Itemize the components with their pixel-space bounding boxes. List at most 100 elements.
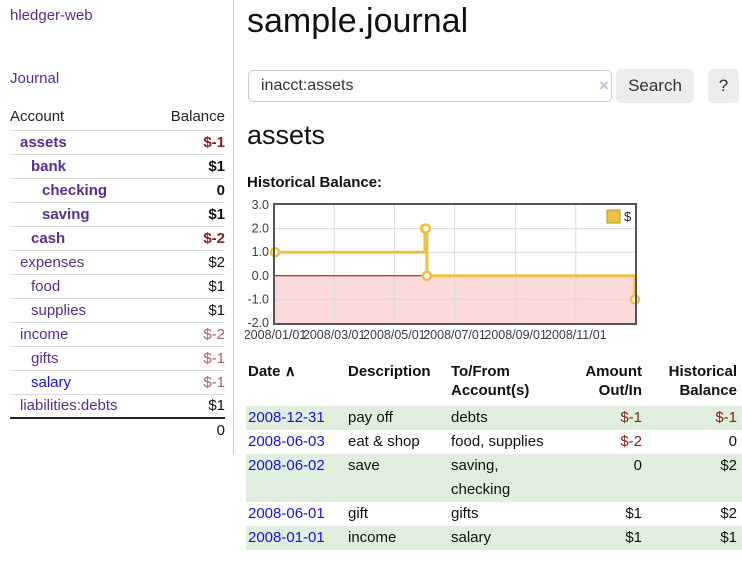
- account-balance: $-2: [152, 321, 225, 346]
- transaction-description: pay off: [346, 406, 449, 430]
- sidebar-item-journal[interactable]: Journal: [10, 70, 60, 87]
- search-button[interactable]: Search: [616, 69, 694, 103]
- svg-text:2008/11/01: 2008/11/01: [545, 328, 607, 342]
- svg-text:2008/03/01: 2008/03/01: [303, 328, 366, 342]
- transaction-row: 2008-12-31 pay off debts $-1 $-1: [246, 406, 742, 430]
- account-row-food: food $1: [10, 273, 225, 298]
- accounts-header-row: Account Balance: [10, 103, 225, 130]
- transaction-balance: $-1: [647, 406, 742, 430]
- account-column-header: Account: [10, 107, 65, 125]
- transaction-accounts: salary: [449, 526, 561, 550]
- account-balance: $1: [152, 201, 225, 226]
- account-balance: $1: [152, 297, 225, 322]
- transaction-description: eat & shop: [348, 433, 420, 450]
- svg-text:2008/09/01: 2008/09/01: [484, 328, 547, 342]
- accounts-table: Account Balance assets $-1 bank $1 check…: [10, 103, 225, 442]
- account-row-liabilities-debts: liabilities:debts $1: [10, 393, 225, 418]
- account-row-supplies: supplies $1: [10, 297, 225, 322]
- accounts-column-header: To/From Account(s): [451, 363, 530, 399]
- search-input[interactable]: [248, 70, 612, 102]
- account-link-assets[interactable]: assets: [20, 133, 67, 151]
- account-row-checking: checking 0: [10, 177, 225, 202]
- accounts-total-row: 0: [10, 417, 225, 442]
- account-balance: $1: [152, 393, 225, 418]
- account-row-expenses: expenses $2: [10, 249, 225, 274]
- transaction-accounts: gifts: [451, 505, 479, 522]
- account-balance: 0: [152, 177, 225, 202]
- transaction-accounts: food, supplies: [451, 433, 544, 450]
- register-table: Date ∧ Description To/From Account(s) Am…: [246, 360, 742, 550]
- help-button[interactable]: ?: [708, 69, 739, 103]
- transaction-date-link[interactable]: 2008-06-02: [248, 457, 325, 474]
- transaction-date-link[interactable]: 2008-01-01: [248, 529, 325, 546]
- account-link-bank[interactable]: bank: [31, 157, 67, 175]
- transaction-balance: $2: [720, 505, 737, 522]
- account-balance: $1: [152, 273, 225, 298]
- page-title: sample.journal: [247, 2, 469, 40]
- transaction-date-link[interactable]: 2008-06-01: [248, 505, 325, 522]
- transaction-row: 2008-06-03 eat & shop food, supplies $-2…: [246, 430, 742, 454]
- account-balance: $-2: [152, 225, 225, 250]
- transaction-description: income: [346, 526, 449, 550]
- transaction-amount: 0: [561, 454, 647, 502]
- app-title-link[interactable]: hledger-web: [10, 7, 93, 24]
- transaction-amount: $1: [561, 526, 647, 550]
- transaction-balance: 0: [728, 433, 737, 450]
- historical-balance-chart: $3.0 2.0 1.0 0.0 -1.0 -2.02008/01/012008/03/0…: [245, 198, 641, 342]
- transaction-accounts: debts: [449, 406, 561, 430]
- transaction-date-link[interactable]: 2008-12-31: [248, 409, 325, 426]
- balance-column-header: Balance: [170, 107, 225, 125]
- transaction-row: 2008-01-01 income salary $1 $1: [246, 526, 742, 550]
- svg-text:2008/07/01: 2008/07/01: [423, 328, 486, 342]
- account-link-income[interactable]: income: [20, 325, 69, 343]
- account-page-title: assets: [247, 120, 326, 150]
- account-link-liabilities-debts[interactable]: liabilities:debts: [20, 397, 118, 415]
- svg-text:2008/05/01: 2008/05/01: [363, 328, 426, 342]
- account-link-cash[interactable]: cash: [31, 229, 66, 247]
- chart-title: Historical Balance:: [247, 174, 383, 191]
- account-link-gifts[interactable]: gifts: [31, 349, 59, 367]
- account-row-salary: salary $-1: [10, 369, 225, 394]
- sort-ascending-icon: ∧: [284, 363, 296, 380]
- account-row-cash: cash $-2: [10, 225, 225, 250]
- transaction-amount: $-2: [620, 433, 642, 450]
- account-link-checking[interactable]: checking: [42, 181, 108, 199]
- account-link-food[interactable]: food: [31, 277, 61, 295]
- transaction-description: gift: [348, 505, 369, 522]
- transaction-row: 2008-06-01 gift gifts $1 $2: [246, 502, 742, 526]
- account-row-saving: saving $1: [10, 201, 225, 226]
- account-balance: $2: [152, 249, 225, 274]
- balance-column-header: Historical Balance: [668, 363, 737, 399]
- transaction-amount: $1: [625, 505, 642, 522]
- account-row-income: income $-2: [10, 321, 225, 346]
- svg-text:-1.0: -1.0: [247, 292, 269, 306]
- amount-column-header: Amount Out/In: [585, 363, 642, 399]
- clear-search-icon[interactable]: ×: [599, 76, 609, 95]
- transaction-date-link[interactable]: 2008-06-03: [248, 433, 325, 450]
- account-link-saving[interactable]: saving: [42, 205, 90, 223]
- account-balance: $1: [152, 153, 225, 178]
- account-link-expenses[interactable]: expenses: [20, 253, 85, 271]
- transaction-balance: $1: [647, 526, 742, 550]
- transaction-accounts: saving, checking: [449, 454, 561, 502]
- accounts-total-value: 0: [152, 417, 225, 442]
- svg-text:-2.0: -2.0: [247, 316, 269, 330]
- account-balance: $-1: [152, 345, 225, 370]
- svg-text:1.0: 1.0: [252, 245, 269, 259]
- transaction-description: save: [346, 454, 449, 502]
- svg-text:3.0: 3.0: [252, 198, 269, 212]
- sidebar: hledger-web Journal Account Balance asse…: [0, 0, 234, 455]
- svg-text:$: $: [624, 209, 632, 224]
- date-column-header[interactable]: Date ∧: [248, 363, 296, 380]
- svg-text:0.0: 0.0: [252, 269, 269, 283]
- account-row-bank: bank $1: [10, 153, 225, 178]
- main-content: sample.journal × Search ? assets Histori…: [245, 0, 742, 582]
- register-header-row: Date ∧ Description To/From Account(s) Am…: [246, 360, 742, 406]
- account-link-supplies[interactable]: supplies: [31, 301, 87, 319]
- transaction-row: 2008-06-02 save saving, checking 0 $2: [246, 454, 742, 502]
- svg-text:2008/01/01: 2008/01/01: [245, 328, 306, 342]
- account-balance: $-1: [152, 129, 225, 154]
- transaction-amount: $-1: [561, 406, 647, 430]
- account-link-salary[interactable]: salary: [31, 373, 72, 391]
- svg-text:2.0: 2.0: [252, 222, 269, 236]
